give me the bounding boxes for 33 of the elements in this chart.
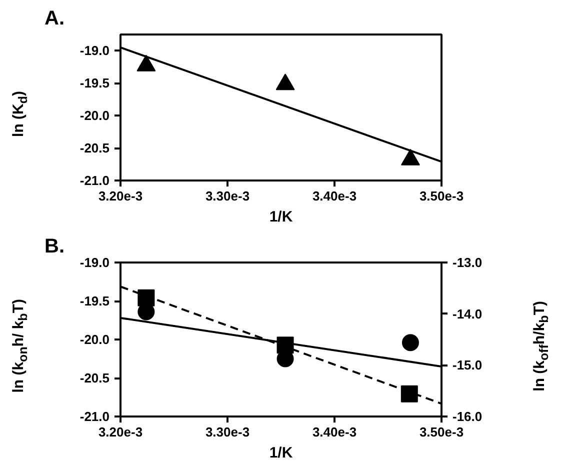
y-tick-label: -19.0 [80,43,110,58]
y-tick-label: -21.0 [80,173,110,188]
point [402,334,419,352]
point [400,148,420,166]
x-tick-label: 3.40e-3 [312,188,357,204]
x-tick-label: 3.40e-3 [312,424,357,440]
y-tick-label: -19.5 [80,76,110,91]
x-tick-label: 3.20e-3 [98,424,143,440]
point [276,336,294,354]
y-tick-label: -20.5 [80,140,110,156]
y-tick-label: -20.5 [80,370,110,386]
x-tick-label: 3.30e-3 [205,188,250,204]
y2-tick-label: -15.0 [452,358,482,373]
y-tick-label: -19.5 [80,294,110,308]
x-tick-label: 3.20e-3 [98,188,143,204]
y2-tick-label: -14.0 [452,306,482,322]
point [136,54,156,72]
x-axis-title: 1/K [269,208,293,226]
chart-title: B. [44,236,64,258]
y-tick-label: -20.0 [80,108,110,124]
chart-title: A. [44,8,64,30]
x-tick-label: 3.50e-3 [419,424,464,440]
point [276,74,295,90]
y2-tick-label: -16.0 [452,409,482,424]
point [400,385,418,402]
y-tick-label: -19.0 [80,255,110,270]
y-tick-label: -20.0 [80,332,110,347]
y2-tick-label: -13.0 [452,255,482,270]
point [138,289,155,306]
x-tick-label: 3.30e-3 [205,424,250,440]
x-axis-title: 1/K [269,444,293,462]
y-tick-label: -21.0 [80,409,110,424]
x-tick-label: 3.50e-3 [419,188,464,204]
